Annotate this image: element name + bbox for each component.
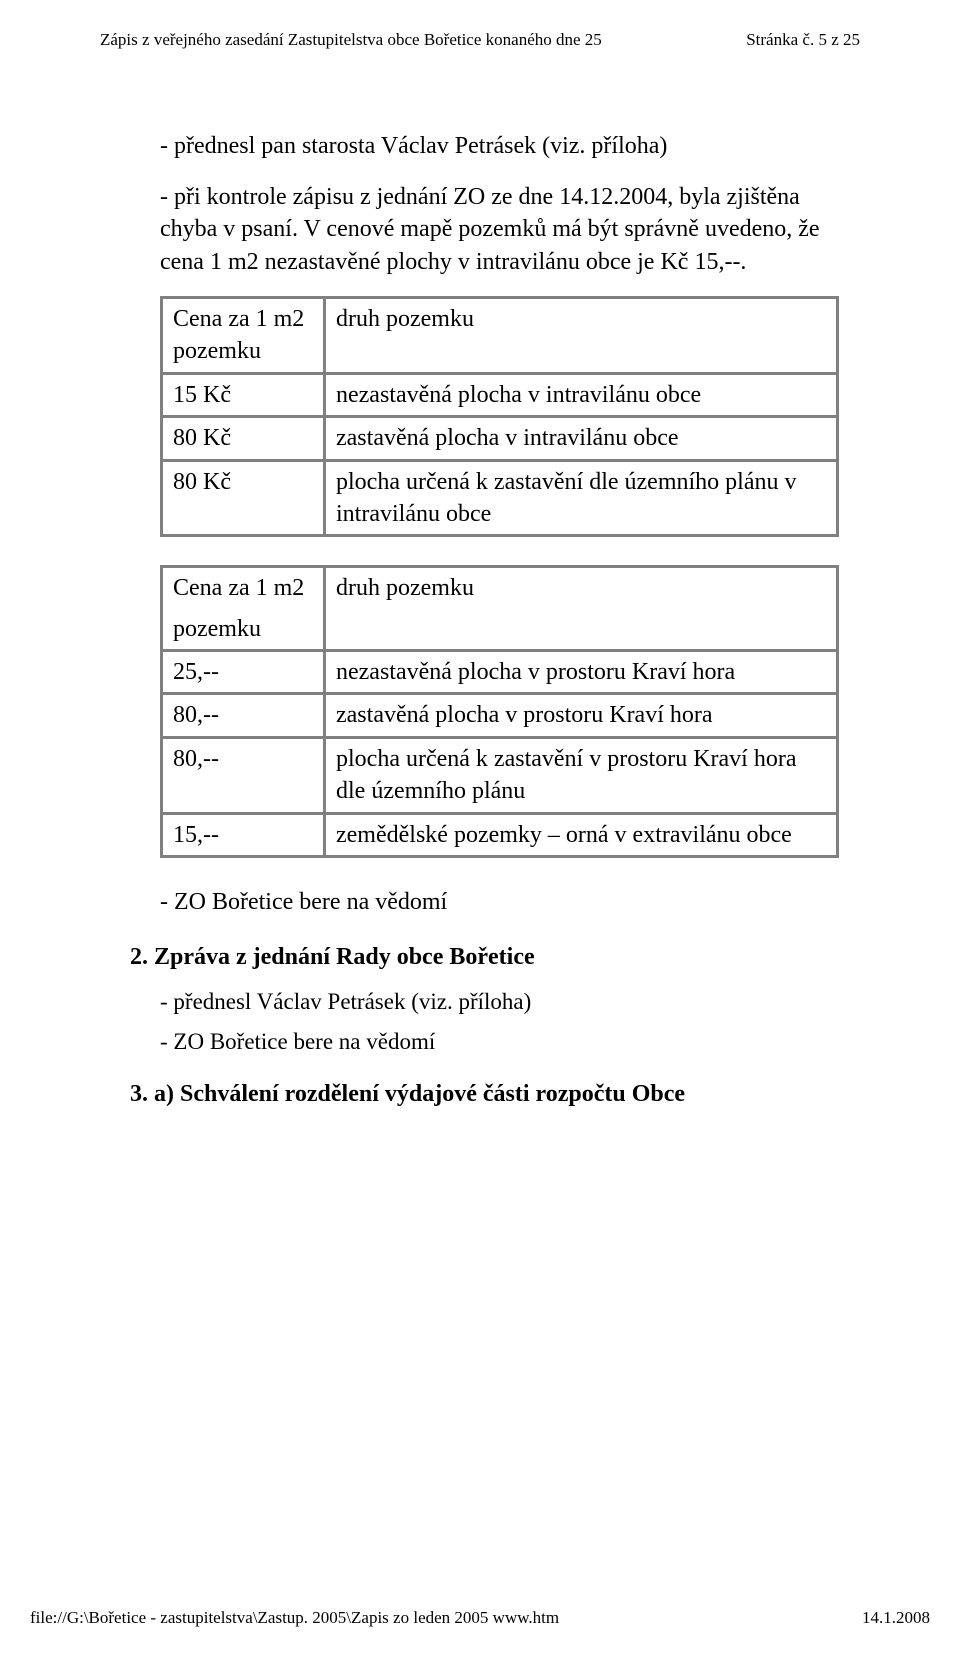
footer-right: 14.1.2008 (862, 1608, 930, 1628)
cell: nezastavěná plocha v prostoru Kraví hora (325, 651, 838, 694)
page-header: Zápis z veřejného zasedání Zastupitelstv… (100, 30, 860, 50)
table-row: Cena za 1 m2 pozemku druh pozemku (162, 297, 838, 373)
footer-left: file://G:\Bořetice - zastupitelstva\Zast… (30, 1608, 559, 1628)
cell: 80 Kč (162, 460, 325, 536)
table-row: 80,-- zastavěná plocha v prostoru Kraví … (162, 694, 838, 737)
cell: plocha určená k zastavění dle územního p… (325, 460, 838, 536)
cell: 15,-- (162, 813, 325, 856)
table-row: 80 Kč plocha určená k zastavění dle územ… (162, 460, 838, 536)
cell: 80,-- (162, 694, 325, 737)
intro-line-1: - přednesl pan starosta Václav Petrásek … (160, 130, 860, 162)
cell: Cena za 1 m2 pozemku (162, 297, 325, 373)
header-left: Zápis z veřejného zasedání Zastupitelstv… (100, 30, 602, 50)
section-2-line-1: - přednesl Václav Petrásek (viz. příloha… (160, 989, 860, 1015)
table-row: 80 Kč zastavěná plocha v intravilánu obc… (162, 417, 838, 460)
cell: zastavěná plocha v prostoru Kraví hora (325, 694, 838, 737)
section-2-line-2: - ZO Bořetice bere na vědomí (160, 1029, 860, 1055)
table-row: Cena za 1 m2 druh pozemku (162, 567, 838, 609)
cell: 80 Kč (162, 417, 325, 460)
section-2-heading: 2. Zpráva z jednání Rady obce Bořetice (130, 944, 860, 971)
cell: druh pozemku (325, 297, 838, 373)
price-table-2: Cena za 1 m2 druh pozemku pozemku 25,-- … (160, 565, 839, 858)
cell: 25,-- (162, 651, 325, 694)
page-footer: file://G:\Bořetice - zastupitelstva\Zast… (30, 1608, 930, 1628)
price-table-1: Cena za 1 m2 pozemku druh pozemku 15 Kč … (160, 296, 839, 537)
cell: 15 Kč (162, 373, 325, 416)
header-right: Stránka č. 5 z 25 (746, 30, 860, 50)
cell: Cena za 1 m2 (162, 567, 325, 609)
table-row: 25,-- nezastavěná plocha v prostoru Krav… (162, 651, 838, 694)
table-row: 15,-- zemědělské pozemky – orná v extrav… (162, 813, 838, 856)
cell: druh pozemku (325, 567, 838, 651)
cell: 80,-- (162, 737, 325, 813)
table-row: 80,-- plocha určená k zastavění v prosto… (162, 737, 838, 813)
table-row: 15 Kč nezastavěná plocha v intravilánu o… (162, 373, 838, 416)
cell: zemědělské pozemky – orná v extravilánu … (325, 813, 838, 856)
page: Zápis z veřejného zasedání Zastupitelstv… (0, 0, 960, 1654)
after-tables-note: - ZO Bořetice bere na vědomí (160, 886, 860, 918)
cell: zastavěná plocha v intravilánu obce (325, 417, 838, 460)
cell: pozemku (162, 609, 325, 651)
cell: plocha určená k zastavění v prostoru Kra… (325, 737, 838, 813)
body-text: - přednesl pan starosta Václav Petrásek … (160, 130, 860, 918)
section-3-heading: 3. a) Schválení rozdělení výdajové části… (130, 1081, 860, 1108)
intro-line-2: - při kontrole zápisu z jednání ZO ze dn… (160, 181, 860, 278)
cell: nezastavěná plocha v intravilánu obce (325, 373, 838, 416)
